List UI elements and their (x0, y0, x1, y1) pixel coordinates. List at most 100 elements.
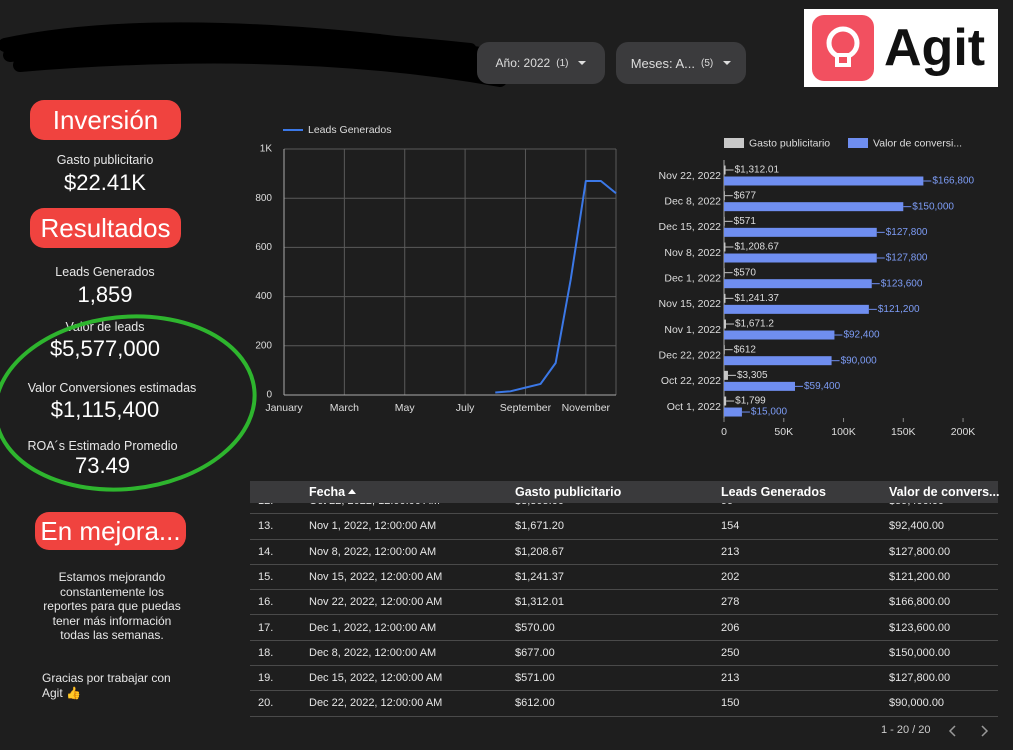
bar (724, 253, 877, 263)
data-label: $150,000 (912, 201, 954, 212)
paragraph: Gracias por trabajar con Agit 👍 (42, 671, 171, 700)
y-tick-label: Dec 8, 2022 (664, 195, 721, 207)
table-cell: Dec 22, 2022, 12:00:00 AM (309, 697, 443, 710)
table-cell: 206 (721, 621, 740, 634)
data-label: $570 (734, 267, 757, 278)
table-cell: 202 (721, 570, 740, 583)
data-label: $677 (734, 190, 757, 201)
bar (724, 304, 869, 314)
month-filter[interactable]: Meses: A... (5) (616, 42, 746, 84)
section-title: Resultados (30, 208, 181, 248)
data-label: $1,671.2 (735, 319, 774, 330)
bar (724, 345, 725, 355)
highlight-circle (0, 314, 257, 492)
data-label: $59,400 (804, 381, 841, 392)
paragraph: Estamos mejorando constantemente los rep… (43, 570, 181, 642)
redaction (0, 22, 547, 87)
y-tick-label: Nov 1, 2022 (664, 324, 721, 336)
table-cell: 16. (258, 596, 274, 609)
column-header[interactable]: Leads Generados (721, 485, 826, 499)
table-cell: $166,800.00 (889, 596, 951, 609)
x-tick-label: 150K (891, 426, 916, 438)
y-tick-label: Nov 22, 2022 (659, 170, 722, 182)
column-header[interactable]: Fecha (309, 485, 346, 499)
table-cell: $127,800.00 (889, 545, 951, 558)
bar (724, 202, 904, 212)
filter-label: Año: 2022 (495, 56, 551, 70)
x-tick-label: July (456, 402, 475, 414)
caret (723, 61, 732, 65)
bar (724, 279, 872, 289)
metric-label: Gasto publicitario (56, 153, 154, 167)
legend-label: Leads Generados (308, 124, 391, 136)
y-tick-label: 600 (255, 242, 272, 253)
table-cell: 213 (721, 545, 740, 558)
column-header[interactable]: Valor de convers... (889, 485, 1000, 499)
data-label: $612 (734, 344, 757, 355)
line-series (495, 179, 617, 394)
bar (724, 216, 725, 226)
y-tick-label: Nov 8, 2022 (664, 247, 721, 259)
bar (724, 407, 742, 417)
bar (724, 370, 728, 380)
table-cell: 250 (721, 646, 740, 659)
table-cell: 99 (721, 503, 733, 514)
data-label: $571 (734, 216, 757, 227)
metric-value: $22.41K (64, 170, 146, 195)
table-cell: $121,200.00 (889, 570, 951, 583)
data-label: $127,800 (886, 253, 928, 264)
table-cell: 154 (721, 520, 740, 533)
table-cell: $677.00 (515, 646, 555, 659)
data-label: $123,600 (881, 278, 923, 289)
year-filter[interactable]: Año: 2022 (1) (477, 42, 605, 84)
y-tick-label: Nov 15, 2022 (659, 298, 722, 310)
data-label: $1,208.67 (734, 242, 779, 253)
table-cell: 14. (258, 545, 274, 558)
y-tick-label: Oct 1, 2022 (667, 401, 721, 413)
table-cell: $570.00 (515, 621, 555, 634)
logo-text: Agit (884, 19, 986, 77)
filter-label: Meses: A... (630, 55, 696, 71)
bar (724, 176, 924, 186)
bar (724, 293, 726, 303)
table-cell: Dec 15, 2022, 12:00:00 AM (309, 672, 443, 685)
column-header[interactable]: Gasto publicitario (515, 485, 622, 499)
metric-label: ROA´s Estimado Promedio (27, 439, 178, 453)
filter-count: (1) (556, 57, 569, 69)
table-header: Fecha Gasto publicitario Leads Generados… (250, 481, 1000, 503)
bar (724, 319, 726, 329)
bar (724, 396, 727, 406)
bar (724, 242, 726, 252)
bar (724, 191, 725, 201)
table-cell: $150,000.00 (889, 646, 951, 659)
table-row: 18. Dec 8, 2022, 12:00:00 AM $677.00 250 $15… (250, 641, 998, 667)
table-cell: 19. (258, 672, 274, 685)
table-cell: 278 (721, 596, 740, 609)
table-row: 19. Dec 15, 2022, 12:00:00 AM $571.00 213 $1… (250, 666, 998, 692)
table-cell: $127,800.00 (889, 672, 951, 685)
data-label: $3,305 (737, 370, 768, 381)
table-row: 16. Nov 22, 2022, 12:00:00 AM $1,312.01 278… (250, 590, 998, 616)
bar (724, 356, 832, 366)
y-tick-label: 400 (255, 291, 272, 302)
table-cell: Oct 22, 2022, 12:00:00 AM (309, 503, 440, 514)
metric-value: 1,859 (77, 282, 133, 307)
metric-label: Leads Generados (55, 265, 155, 279)
bar (724, 268, 725, 278)
pagination-arrows[interactable] (945, 723, 995, 739)
bar (724, 381, 795, 391)
table-cell: Nov 8, 2022, 12:00:00 AM (309, 545, 437, 558)
x-tick-label: November (562, 402, 611, 414)
legend-swatch (848, 138, 868, 148)
data-label: $1,241.37 (734, 293, 779, 304)
section-title: En mejora... (35, 512, 186, 550)
data-label: $121,200 (878, 304, 920, 315)
x-tick-label: May (395, 402, 416, 414)
table-cell: 13. (258, 520, 274, 533)
data-label: $1,312.01 (735, 165, 780, 176)
x-tick-label: March (330, 402, 359, 414)
table-row: 20. Dec 22, 2022, 12:00:00 AM $612.00 150 $9… (250, 691, 998, 717)
x-tick-label: September (500, 402, 552, 414)
bar (724, 165, 726, 175)
